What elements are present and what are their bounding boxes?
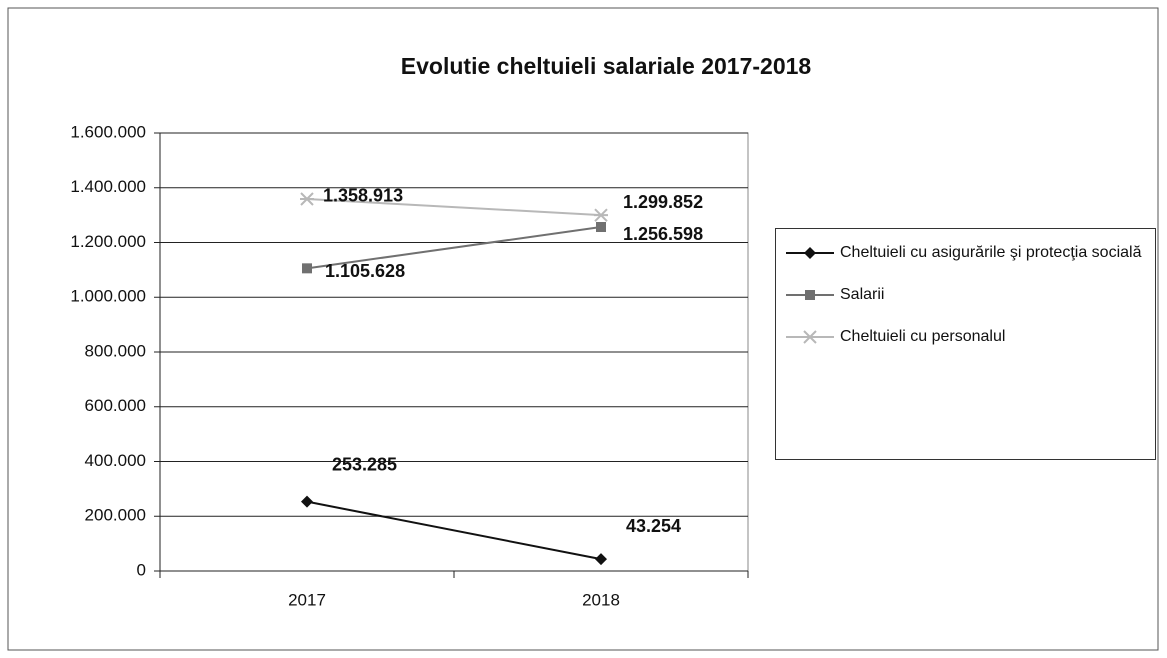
y-tick-label: 800.000 bbox=[85, 341, 146, 360]
series-line bbox=[306, 226, 602, 270]
data-label: 1.299.852 bbox=[623, 192, 703, 212]
series-line bbox=[306, 197, 602, 217]
y-tick-label: 1.000.000 bbox=[70, 287, 146, 306]
data-label: 1.358.913 bbox=[323, 186, 403, 206]
marker bbox=[594, 208, 608, 222]
y-tick-label: 1.400.000 bbox=[70, 177, 146, 196]
legend-swatch bbox=[786, 290, 834, 300]
marker bbox=[804, 247, 816, 259]
data-label: 43.254 bbox=[626, 516, 681, 536]
legend-swatch bbox=[786, 330, 834, 344]
chart-title: Evolutie cheltuieli salariale 2017-2018 bbox=[401, 53, 812, 79]
marker bbox=[803, 330, 817, 344]
legend-entry: Salarii bbox=[784, 285, 1147, 305]
marker bbox=[596, 222, 606, 233]
series-line bbox=[306, 500, 602, 561]
x-tick-label: 2017 bbox=[288, 590, 326, 609]
y-tick-label: 0 bbox=[137, 560, 146, 579]
legend-entry: Cheltuieli cu personalul bbox=[784, 327, 1147, 347]
data-label: 1.256.598 bbox=[623, 224, 703, 244]
x-tick-label: 2018 bbox=[582, 590, 620, 609]
marker bbox=[300, 192, 314, 206]
marker bbox=[595, 553, 607, 566]
marker bbox=[302, 263, 312, 274]
data-label: 253.285 bbox=[332, 454, 397, 474]
legend-label: Salarii bbox=[840, 286, 885, 303]
legend-swatch bbox=[786, 247, 834, 259]
legend: Cheltuieli cu asigurările şi protecţia s… bbox=[775, 228, 1156, 460]
marker bbox=[301, 495, 313, 508]
legend-label: Cheltuieli cu personalul bbox=[840, 328, 1006, 345]
y-tick-label: 1.600.000 bbox=[70, 122, 146, 141]
legend-label: Cheltuieli cu asigurările şi protecţia s… bbox=[840, 244, 1142, 261]
y-tick-label: 1.200.000 bbox=[70, 232, 146, 251]
y-tick-label: 400.000 bbox=[85, 451, 146, 470]
chart-frame bbox=[7, 7, 1159, 651]
legend-entry: Cheltuieli cu asigurările şi protecţia s… bbox=[784, 243, 1147, 263]
y-tick-label: 600.000 bbox=[85, 396, 146, 415]
marker bbox=[805, 290, 815, 300]
y-tick-label: 200.000 bbox=[85, 506, 146, 525]
data-label: 1.105.628 bbox=[325, 261, 405, 281]
